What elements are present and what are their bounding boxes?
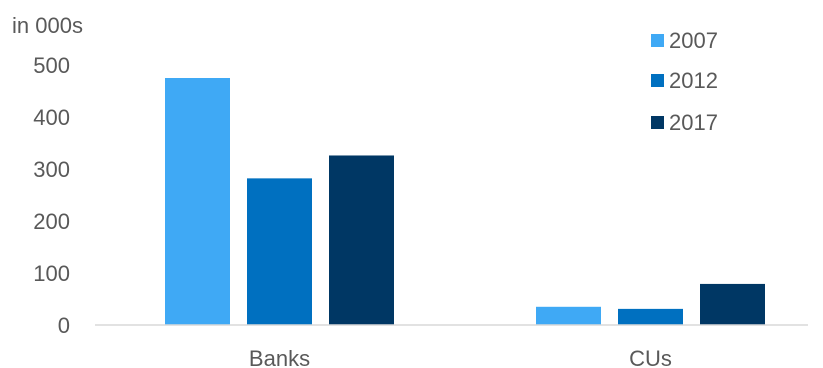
bars bbox=[165, 78, 765, 325]
legend-label: 2012 bbox=[669, 68, 718, 93]
y-tick-label: 200 bbox=[33, 209, 70, 234]
x-category-label: Banks bbox=[249, 346, 310, 368]
y-tick-label: 100 bbox=[33, 261, 70, 286]
bar-cus-2017 bbox=[700, 283, 765, 325]
legend: 2007 2012 2017 bbox=[651, 28, 718, 135]
y-axis-unit-label: in 000s bbox=[12, 13, 83, 38]
bar-cus-2007 bbox=[536, 306, 601, 325]
legend-swatch-2012 bbox=[651, 74, 664, 87]
bar-cus-2012 bbox=[618, 308, 683, 325]
legend-swatch-2017 bbox=[651, 116, 664, 129]
y-axis-ticks: 0 100 200 300 400 500 bbox=[33, 53, 70, 338]
y-tick-label: 400 bbox=[33, 105, 70, 130]
x-axis-categories: Banks CUs bbox=[249, 346, 672, 368]
y-tick-label: 500 bbox=[33, 53, 70, 78]
bar-banks-2012 bbox=[247, 178, 312, 325]
y-tick-label: 300 bbox=[33, 157, 70, 182]
legend-label: 2007 bbox=[669, 28, 718, 53]
y-tick-label: 0 bbox=[58, 313, 70, 338]
legend-label: 2017 bbox=[669, 110, 718, 135]
x-category-label: CUs bbox=[629, 346, 672, 368]
bar-banks-2017 bbox=[329, 155, 394, 325]
bar-banks-2007 bbox=[165, 78, 230, 325]
legend-swatch-2007 bbox=[651, 34, 664, 47]
